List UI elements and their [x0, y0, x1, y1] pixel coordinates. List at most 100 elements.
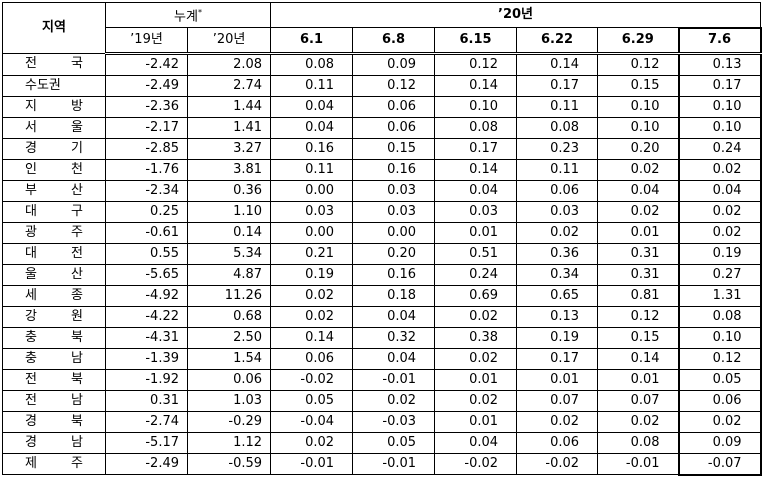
region-cell: 경 남 [2, 431, 106, 454]
value-cell: 0.05 [270, 389, 354, 412]
value-cell: -0.61 [105, 221, 188, 244]
value-cell: 0.04 [270, 116, 354, 139]
value-cell: 0.02 [270, 284, 354, 307]
value-cell: 0.01 [516, 368, 599, 391]
region-cell: 부 산 [2, 179, 106, 202]
value-cell: 0.13 [516, 305, 599, 328]
value-cell: 0.06 [352, 116, 436, 139]
value-cell: 0.02 [677, 200, 762, 223]
value-cell: 1.54 [186, 347, 272, 370]
value-cell: 0.13 [677, 52, 762, 76]
value-cell: 0.18 [352, 284, 436, 307]
value-cell: -0.29 [186, 410, 272, 433]
region-cell: 경 북 [2, 410, 106, 433]
value-cell: -5.65 [105, 263, 188, 286]
value-cell: -1.76 [105, 158, 188, 181]
value-cell: 0.04 [352, 305, 436, 328]
value-cell: 0.81 [597, 284, 680, 307]
region-cell: 전 북 [2, 368, 106, 391]
value-cell: 1.12 [186, 431, 272, 454]
value-cell: -0.01 [597, 452, 680, 476]
region-cell: 경 기 [2, 137, 106, 160]
table-row: 부 산 -2.34 0.36 0.00 0.03 0.04 0.06 0.04 0.04 [2, 179, 762, 202]
table-row: 지 방 -2.36 1.44 0.04 0.06 0.10 0.11 0.10 0.10 [2, 95, 762, 118]
table-row: 충 남 -1.39 1.54 0.06 0.04 0.02 0.17 0.14 0.12 [2, 347, 762, 370]
table-row: 경 기 -2.85 3.27 0.16 0.15 0.17 0.23 0.20 0.24 [2, 137, 762, 160]
value-cell: 0.51 [434, 242, 518, 265]
value-cell: 0.16 [352, 263, 436, 286]
region-header: 지역 [2, 2, 106, 54]
region-cell: 제 주 [2, 452, 106, 476]
value-cell: -2.36 [105, 95, 188, 118]
table-row: 울 산 -5.65 4.87 0.19 0.16 0.24 0.34 0.31 0.27 [2, 263, 762, 286]
value-cell: -1.39 [105, 347, 188, 370]
value-cell: 1.03 [186, 389, 272, 412]
value-cell: 0.07 [516, 389, 599, 412]
region-cell: 충 남 [2, 347, 106, 370]
value-cell: 0.09 [352, 52, 436, 76]
value-cell: 0.06 [516, 179, 599, 202]
column-header: 6.8 [352, 27, 436, 55]
value-cell: 0.01 [434, 221, 518, 244]
value-cell: -0.01 [270, 452, 354, 476]
region-cell: 인 천 [2, 158, 106, 181]
table-row: 대 구 0.25 1.10 0.03 0.03 0.03 0.03 0.02 0.02 [2, 200, 762, 223]
value-cell: 0.14 [597, 347, 680, 370]
value-cell: 0.01 [434, 368, 518, 391]
value-cell: 0.14 [434, 74, 518, 97]
value-cell: -2.42 [105, 52, 188, 76]
value-cell: 0.24 [434, 263, 518, 286]
value-cell: 0.03 [516, 200, 599, 223]
table-row: 강 원 -4.22 0.68 0.02 0.04 0.02 0.13 0.12 0.08 [2, 305, 762, 328]
column-header: 6.29 [597, 27, 680, 55]
value-cell: 0.02 [597, 200, 680, 223]
value-cell: 0.02 [434, 389, 518, 412]
value-cell: 0.12 [677, 347, 762, 370]
region-cell: 전 국 [2, 52, 106, 76]
data-table: 지역 누계* ’20년 ’19년 ’20년 6.1 6.8 6.15 6.22 6.29 7.… [2, 1, 762, 476]
value-cell: 0.20 [597, 137, 680, 160]
value-cell: 0.23 [516, 137, 599, 160]
value-cell: 0.21 [270, 242, 354, 265]
value-cell: -2.74 [105, 410, 188, 433]
table-row: 세 종 -4.92 11.26 0.02 0.18 0.69 0.65 0.81 1.31 [2, 284, 762, 307]
column-header: 6.15 [434, 27, 518, 55]
value-cell: 0.06 [677, 389, 762, 412]
table-row: 전 국 -2.42 2.08 0.08 0.09 0.12 0.14 0.12 0.13 [2, 52, 762, 76]
value-cell: -4.22 [105, 305, 188, 328]
table-row: 서 울 -2.17 1.41 0.04 0.06 0.08 0.08 0.10 0.10 [2, 116, 762, 139]
table-row: 제 주 -2.49 -0.59 -0.01 -0.01 -0.02 -0.02 -0.01 -0… [2, 452, 762, 476]
table-row: 경 남 -5.17 1.12 0.02 0.05 0.04 0.06 0.08 0.09 [2, 431, 762, 454]
value-cell: 1.44 [186, 95, 272, 118]
value-cell: 0.04 [434, 179, 518, 202]
value-cell: 1.41 [186, 116, 272, 139]
column-header: 6.1 [270, 27, 354, 55]
value-cell: 0.69 [434, 284, 518, 307]
value-cell: -2.17 [105, 116, 188, 139]
value-cell: -1.92 [105, 368, 188, 391]
value-cell: 0.19 [516, 326, 599, 349]
value-cell: 0.27 [677, 263, 762, 286]
value-cell: 0.03 [434, 200, 518, 223]
column-header: 6.22 [516, 27, 599, 55]
value-cell: 0.34 [516, 263, 599, 286]
value-cell: 0.25 [105, 200, 188, 223]
value-cell: 0.11 [270, 158, 354, 181]
value-cell: 0.55 [105, 242, 188, 265]
period-header: ’20년 [270, 1, 762, 29]
value-cell: 0.17 [516, 74, 599, 97]
note-mark: * [197, 8, 202, 17]
value-cell: 0.03 [270, 200, 354, 223]
value-cell: 0.12 [352, 74, 436, 97]
value-cell: 0.03 [352, 200, 436, 223]
value-cell: 0.24 [677, 137, 762, 160]
value-cell: 0.01 [434, 410, 518, 433]
value-cell: 0.02 [434, 347, 518, 370]
value-cell: 0.09 [677, 431, 762, 454]
value-cell: 0.17 [434, 137, 518, 160]
value-cell: 0.04 [270, 95, 354, 118]
value-cell: 5.34 [186, 242, 272, 265]
value-cell: -0.02 [434, 452, 518, 476]
value-cell: -0.02 [270, 368, 354, 391]
region-cell: 대 구 [2, 200, 106, 223]
